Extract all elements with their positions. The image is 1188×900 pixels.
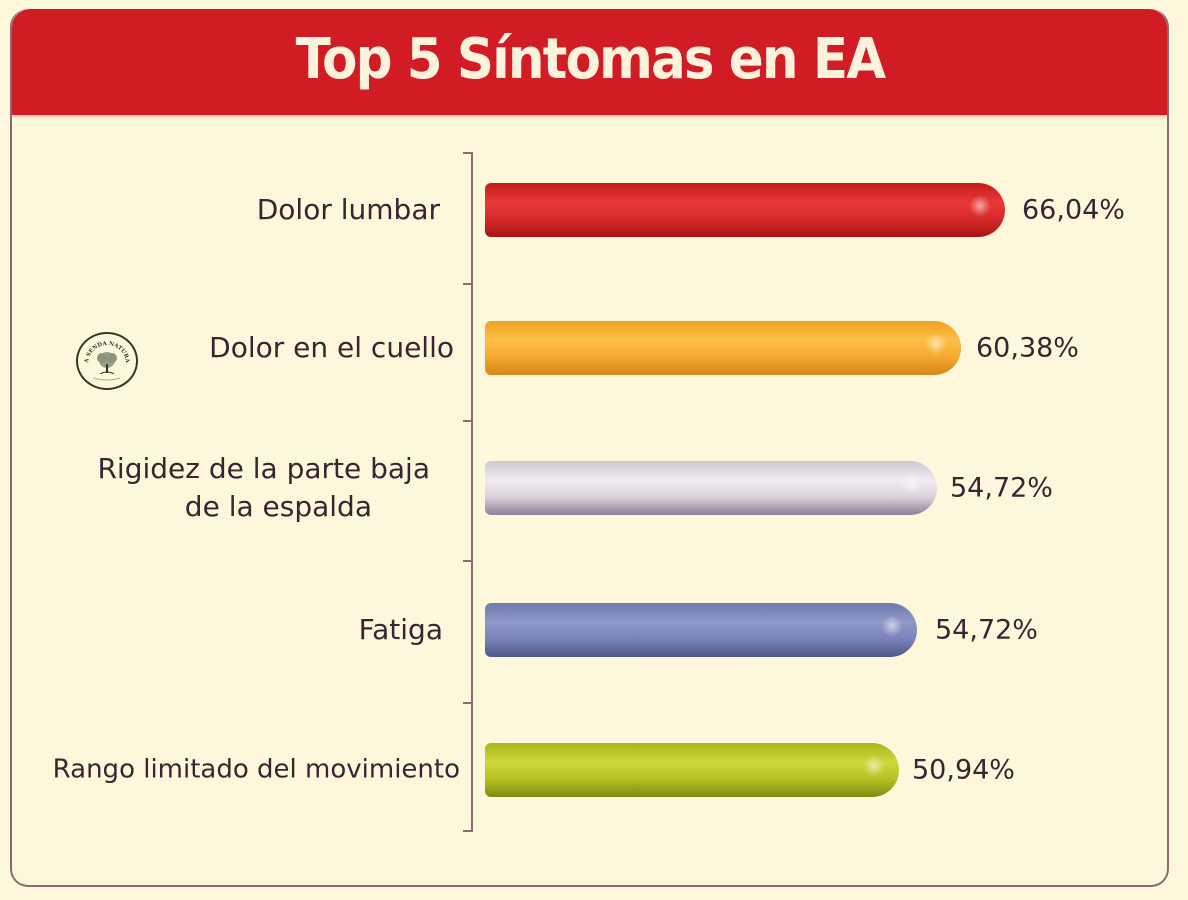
axis-tick <box>463 420 473 422</box>
chart-header: Top 5 Síntomas en EA <box>12 9 1167 115</box>
bar-label: Rango limitado del movimiento <box>53 752 460 787</box>
bar-row-rigidez: Rigidez de la parte baja de la espalda 5… <box>0 418 1188 558</box>
bar-row-rango-limitado: Rango limitado del movimiento 50,94% <box>0 700 1188 840</box>
axis-tick <box>463 830 473 832</box>
bar-rango-limitado <box>485 743 899 797</box>
chart-title: Top 5 Síntomas en EA <box>295 26 885 92</box>
bar-dolor-lumbar <box>485 183 1005 237</box>
axis-tick <box>463 283 473 285</box>
brand-logo: LA SENDA NATURAL <box>76 332 138 390</box>
bar-label: Rigidez de la parte baja de la espalda <box>97 450 430 526</box>
bar-label: Dolor lumbar <box>257 191 440 229</box>
bar-value: 50,94% <box>912 754 1015 786</box>
bar-value: 54,72% <box>935 614 1038 646</box>
bar-value: 60,38% <box>976 332 1079 364</box>
bar-fatiga <box>485 603 917 657</box>
bar-label-line: Dolor lumbar <box>256 193 440 227</box>
chart-card: Top 5 Síntomas en EA <box>10 9 1169 887</box>
bar-label-line: de la espalda <box>184 490 372 523</box>
axis-tick <box>463 560 473 562</box>
tree-logo-icon: LA SENDA NATURAL <box>80 336 130 381</box>
bar-row-dolor-cuello: Dolor en el cuello 60,38% <box>0 278 1188 418</box>
axis-tick <box>463 702 473 704</box>
bar-value: 54,72% <box>950 472 1053 504</box>
bar-rigidez <box>485 461 937 515</box>
bar-dolor-cuello <box>485 321 961 375</box>
bar-value: 66,04% <box>1022 194 1125 226</box>
y-axis-line <box>471 152 473 832</box>
bar-label-line: Rango limitado del movimiento <box>52 754 460 785</box>
bar-row-dolor-lumbar: Dolor lumbar 66,04% <box>0 140 1188 280</box>
bar-label: Dolor en el cuello <box>209 329 454 367</box>
bar-row-fatiga: Fatiga 54,72% <box>0 560 1188 700</box>
bar-label-line: Rigidez de la parte baja <box>97 452 430 486</box>
bar-label-line: Fatiga <box>358 613 443 647</box>
axis-tick <box>463 152 473 154</box>
bar-label: Fatiga <box>359 611 443 649</box>
bar-label-line: Dolor en el cuello <box>209 331 454 365</box>
